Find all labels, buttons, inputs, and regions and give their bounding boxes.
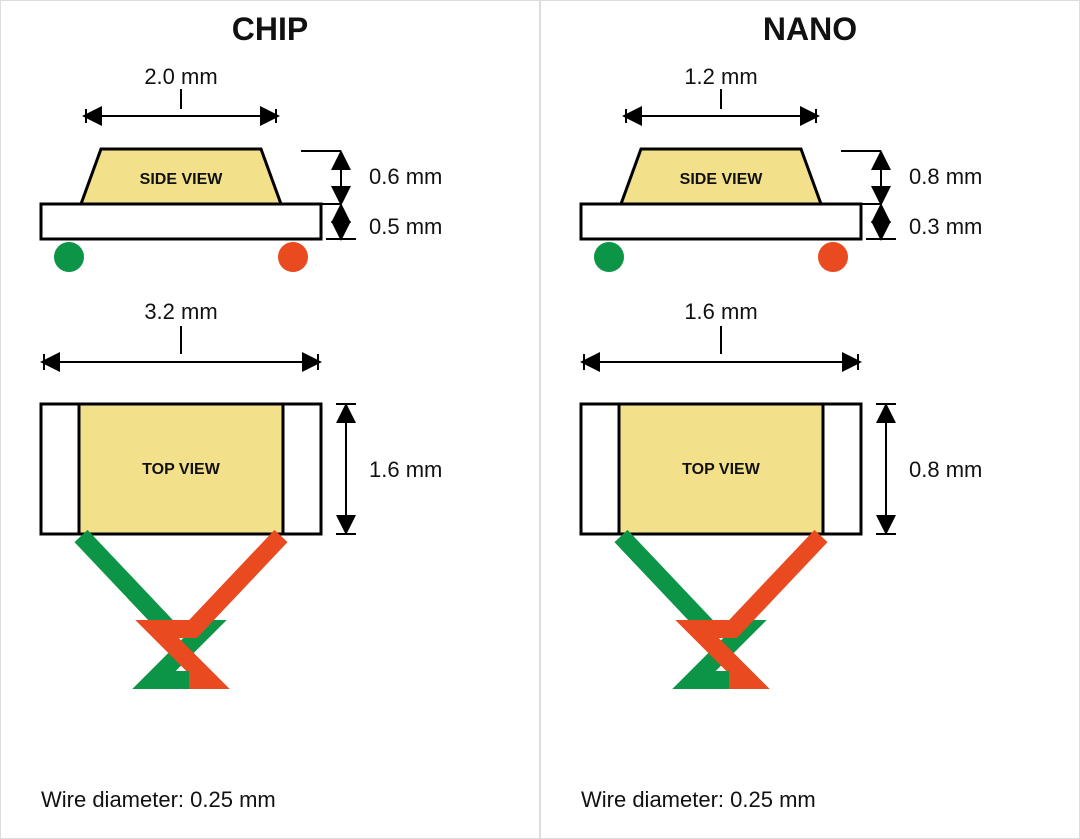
nano-twisted-wires [621, 536, 821, 680]
nano-base-rect [581, 204, 861, 239]
page: CHIP 2.0 mm [0, 0, 1080, 839]
chip-side-view-label: SIDE VIEW [140, 171, 224, 188]
chip-top-length-label: 1.6 mm [369, 457, 442, 482]
nano-side-height-label: 0.8 mm [909, 164, 982, 189]
nano-svg: 1.2 mm SIDE VIEW 0.8 mm 0.3 mm [541, 54, 1080, 754]
red-wire [157, 536, 281, 680]
red-dot-icon [818, 242, 848, 272]
chip-twisted-wires [81, 536, 281, 680]
green-dot-icon [54, 242, 84, 272]
green-dot-icon [594, 242, 624, 272]
chip-top-width-label: 2.0 mm [144, 64, 217, 89]
chip-full-width-label: 3.2 mm [144, 299, 217, 324]
chip-svg: 2.0 mm SIDE VIEW 0.6 mm [1, 54, 541, 754]
chip-top-view-label: TOP VIEW [142, 461, 221, 478]
panel-nano: NANO 1.2 mm SIDE V [540, 0, 1080, 839]
nano-base-height-label: 0.3 mm [909, 214, 982, 239]
panel-chip-title: CHIP [232, 11, 308, 48]
nano-full-width-label: 1.6 mm [684, 299, 757, 324]
chip-side-height-label: 0.6 mm [369, 164, 442, 189]
red-dot-icon [278, 242, 308, 272]
nano-top-view-label: TOP VIEW [682, 461, 761, 478]
nano-side-view-label: SIDE VIEW [680, 171, 764, 188]
chip-base-height-label: 0.5 mm [369, 214, 442, 239]
panel-nano-title: NANO [763, 11, 857, 48]
nano-wire-diameter-label: Wire diameter: 0.25 mm [581, 787, 816, 813]
nano-top-width-label: 1.2 mm [684, 64, 757, 89]
chip-diagram: 2.0 mm SIDE VIEW 0.6 mm [1, 54, 539, 787]
chip-base-rect [41, 204, 321, 239]
nano-diagram: 1.2 mm SIDE VIEW 0.8 mm 0.3 mm [541, 54, 1079, 787]
red-wire [697, 536, 821, 680]
chip-wire-diameter-label: Wire diameter: 0.25 mm [41, 787, 276, 813]
panel-chip: CHIP 2.0 mm [0, 0, 540, 839]
nano-top-length-label: 0.8 mm [909, 457, 982, 482]
